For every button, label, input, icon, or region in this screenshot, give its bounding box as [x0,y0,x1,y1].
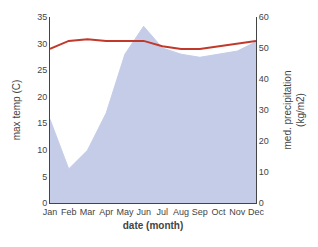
svg-text:60: 60 [259,12,269,22]
svg-text:Jul: Jul [157,207,169,217]
svg-text:50: 50 [259,43,269,53]
svg-text:med. precipitation(kg/m2): med. precipitation(kg/m2) [282,71,306,150]
svg-text:5: 5 [42,172,47,182]
svg-text:Oct: Oct [212,207,227,217]
svg-text:10: 10 [37,145,47,155]
svg-text:Sep: Sep [192,207,208,217]
svg-text:date (month): date (month) [123,220,184,231]
svg-text:25: 25 [37,65,47,75]
svg-text:Jan: Jan [43,207,58,217]
svg-text:Mar: Mar [80,207,96,217]
svg-text:Feb: Feb [61,207,77,217]
svg-text:Aug: Aug [173,207,189,217]
svg-text:0: 0 [259,198,264,208]
svg-text:30: 30 [37,39,47,49]
svg-text:Dec: Dec [248,207,265,217]
svg-text:max temp (C): max temp (C) [11,80,22,141]
svg-text:40: 40 [259,74,269,84]
svg-text:30: 30 [259,105,269,115]
svg-text:Nov: Nov [229,207,246,217]
svg-text:20: 20 [37,92,47,102]
svg-text:10: 10 [259,167,269,177]
svg-text:Jun: Jun [136,207,151,217]
svg-text:0: 0 [42,198,47,208]
svg-text:Apr: Apr [99,207,113,217]
svg-text:20: 20 [259,136,269,146]
svg-text:15: 15 [37,118,47,128]
svg-text:35: 35 [37,12,47,22]
svg-text:May: May [116,207,134,217]
